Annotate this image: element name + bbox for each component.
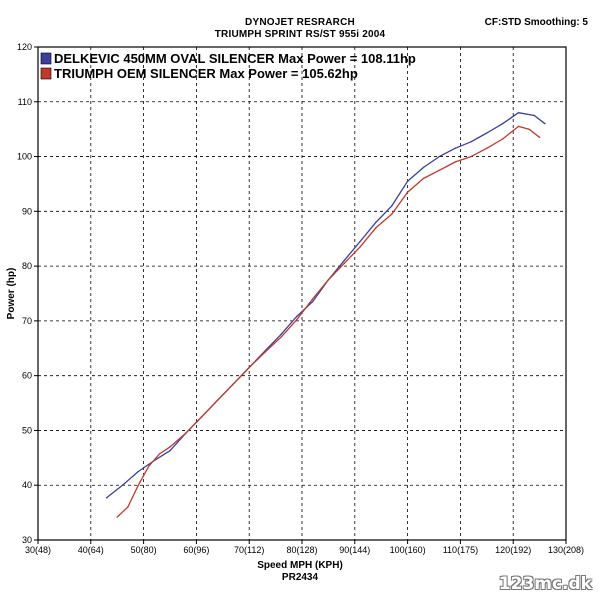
legend-label: DELKEVIC 450MM OVAL SILENCER Max Power =…	[54, 51, 416, 66]
data-point	[406, 180, 409, 182]
data-point	[486, 147, 488, 150]
chart-title: DYNOJET RESRARCH	[245, 17, 355, 28]
data-point	[343, 262, 345, 265]
data-point	[311, 301, 314, 303]
data-point	[280, 333, 282, 336]
series-line-2	[116, 125, 540, 518]
data-point	[438, 155, 440, 158]
y-axis-label: Power (hp)	[6, 268, 17, 320]
data-point	[528, 128, 530, 130]
data-point	[391, 205, 393, 207]
x-tick-label: 70(112)	[234, 545, 264, 555]
data-point	[137, 484, 140, 486]
data-point	[158, 453, 161, 455]
y-tick-label: 120	[17, 42, 32, 52]
data-point	[137, 470, 140, 473]
x-tick-label: 120(192)	[495, 545, 531, 555]
y-tick-label: 60	[22, 371, 32, 381]
y-tick-label: 100	[17, 152, 32, 162]
x-tick-label: 50(80)	[131, 545, 157, 555]
legend-swatch	[40, 67, 52, 80]
y-tick-label: 110	[18, 97, 32, 107]
data-point	[232, 383, 235, 385]
x-tick-label: 90(144)	[339, 545, 370, 555]
y-tick-label: 80	[22, 261, 32, 271]
data-point	[406, 191, 409, 193]
data-point	[470, 155, 472, 158]
x-tick-label: 100(160)	[390, 545, 426, 555]
x-axis-label: Speed MPH (KPH)	[257, 560, 343, 571]
data-point	[121, 484, 124, 486]
data-point	[501, 122, 504, 125]
data-point	[185, 432, 187, 434]
x-tick-label: 60(96)	[183, 545, 209, 555]
y-tick-label: 30	[22, 535, 32, 545]
data-point	[517, 112, 520, 114]
data-point	[169, 446, 171, 448]
data-point	[280, 336, 282, 339]
data-point	[148, 465, 150, 467]
x-tick-label: 30(48)	[25, 545, 51, 555]
data-point	[169, 450, 171, 452]
data-point	[438, 169, 440, 171]
data-point	[359, 246, 361, 248]
data-point	[544, 122, 546, 125]
data-point	[454, 161, 456, 163]
y-tick-label: 50	[22, 425, 32, 435]
x-tick-label: 40(64)	[78, 545, 104, 555]
data-point	[391, 213, 393, 215]
y-tick-label: 90	[22, 206, 32, 216]
legend-swatch	[40, 52, 52, 65]
run-id: PR2434	[281, 572, 319, 583]
chart-subtitle: TRIUMPH SPRINT RS/ST 955i 2004	[214, 29, 386, 40]
data-point	[264, 351, 266, 353]
watermark-logo: 123mc.dk	[498, 574, 592, 594]
data-point	[454, 147, 456, 150]
y-tick-label: 70	[22, 316, 32, 326]
data-point	[538, 136, 541, 139]
data-point	[422, 177, 425, 180]
x-tick-label: 110(175)	[443, 545, 478, 555]
data-point	[105, 497, 108, 499]
data-point	[116, 516, 118, 518]
data-point	[127, 506, 129, 508]
data-point	[343, 259, 345, 262]
data-point	[327, 279, 330, 281]
legend-label: TRIUMPH OEM SILENCER Max Power = 105.62h…	[54, 66, 358, 81]
correction-factor-info: CF:STD Smoothing: 5	[484, 17, 588, 28]
data-point	[311, 298, 314, 300]
data-point	[248, 366, 250, 369]
x-tick-label: 130(208)	[548, 545, 584, 555]
data-point	[486, 132, 488, 134]
data-point	[296, 315, 298, 318]
data-point	[296, 319, 298, 321]
data-point	[375, 227, 377, 229]
x-tick-label: 80(128)	[286, 545, 317, 555]
data-point	[216, 399, 219, 402]
data-point	[470, 141, 472, 143]
data-point	[517, 125, 520, 128]
data-point	[422, 166, 425, 169]
data-point	[359, 240, 361, 243]
data-point	[200, 416, 203, 418]
data-point	[375, 221, 377, 223]
y-tick-label: 40	[22, 480, 32, 490]
data-point	[533, 114, 536, 117]
data-point	[501, 138, 504, 140]
